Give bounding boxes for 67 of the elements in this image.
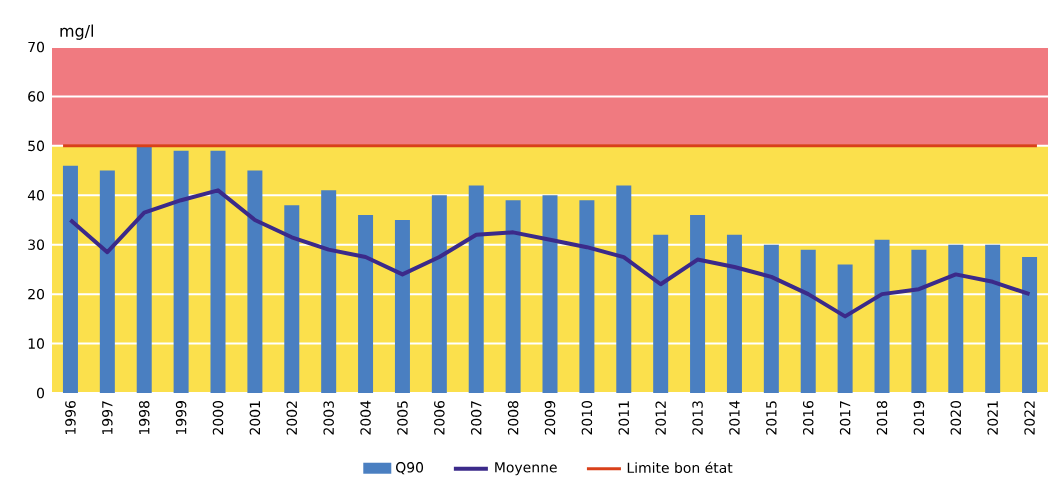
x-tick-label: 2011 — [618, 401, 630, 435]
bar — [948, 244, 964, 393]
bar — [247, 170, 263, 393]
bar — [358, 215, 374, 393]
bar — [284, 205, 300, 393]
bar — [99, 170, 115, 393]
legend-label: Q90 — [396, 462, 424, 475]
bar — [62, 165, 78, 393]
bar — [136, 145, 152, 393]
y-tick-label: 20 — [28, 288, 45, 300]
x-tick-label: 1997 — [102, 401, 113, 435]
x-tick-label: 2021 — [987, 401, 998, 435]
bar — [874, 239, 890, 393]
bar — [1022, 257, 1038, 393]
x-tick-label: 2001 — [249, 401, 261, 435]
bar — [173, 150, 189, 393]
y-tick-label: 60 — [28, 91, 45, 102]
x-tick-label: 2015 — [766, 401, 777, 435]
x-tick-label: 1998 — [138, 401, 150, 435]
x-tick-label: 2010 — [581, 400, 593, 435]
bar — [579, 200, 595, 393]
x-tick-label: 2019 — [913, 401, 925, 435]
x-tick-label: 2013 — [692, 401, 703, 435]
x-tick-label: 2022 — [1024, 401, 1035, 435]
x-tick-label: 2003 — [323, 401, 334, 435]
x-tick-label: 2007 — [470, 401, 482, 435]
bar — [690, 215, 706, 393]
y-tick-label: 40 — [27, 190, 45, 201]
x-tick-label: 2016 — [802, 400, 814, 435]
y-tick-label: 10 — [28, 338, 45, 349]
bar — [431, 195, 447, 393]
y-tick-label: 0 — [36, 387, 45, 399]
x-tick-label: 2017 — [839, 401, 851, 435]
bar — [911, 249, 927, 393]
y-axis-title: mg/l — [60, 24, 93, 40]
x-tick-label: 2005 — [397, 401, 408, 435]
x-tick-label: 2014 — [729, 400, 740, 435]
x-tick-label: 2009 — [544, 401, 556, 435]
x-tick-label: 2000 — [212, 400, 224, 435]
bar — [321, 190, 337, 393]
legend-label: Moyenne — [495, 462, 557, 476]
bar — [800, 249, 816, 393]
x-tick-label: 2008 — [507, 401, 519, 435]
bar — [985, 244, 1001, 393]
bar — [505, 200, 521, 393]
x-tick-label: 2018 — [876, 401, 888, 435]
line-series — [68, 188, 1032, 319]
x-tick-label: 2020 — [950, 400, 962, 435]
x-tick-label: 2006 — [434, 400, 445, 435]
bar — [726, 234, 742, 393]
bar — [542, 195, 558, 393]
y-tick-label: 70 — [28, 41, 45, 53]
x-tick-label: 2004 — [360, 400, 371, 435]
bar — [210, 150, 226, 393]
x-tick-label: 1999 — [175, 401, 187, 435]
bar — [837, 264, 853, 393]
x-tick-label: 1996 — [65, 400, 76, 435]
x-tick-label: 2012 — [655, 401, 666, 435]
bar — [653, 234, 669, 393]
bar — [763, 244, 779, 393]
bar — [616, 185, 632, 393]
x-tick-label: 2002 — [286, 401, 298, 435]
bar — [468, 185, 484, 393]
bar — [394, 220, 410, 393]
y-tick-label: 30 — [28, 239, 45, 250]
legend-label: Limite bon état — [627, 461, 733, 473]
y-tick-label: 50 — [28, 140, 45, 152]
